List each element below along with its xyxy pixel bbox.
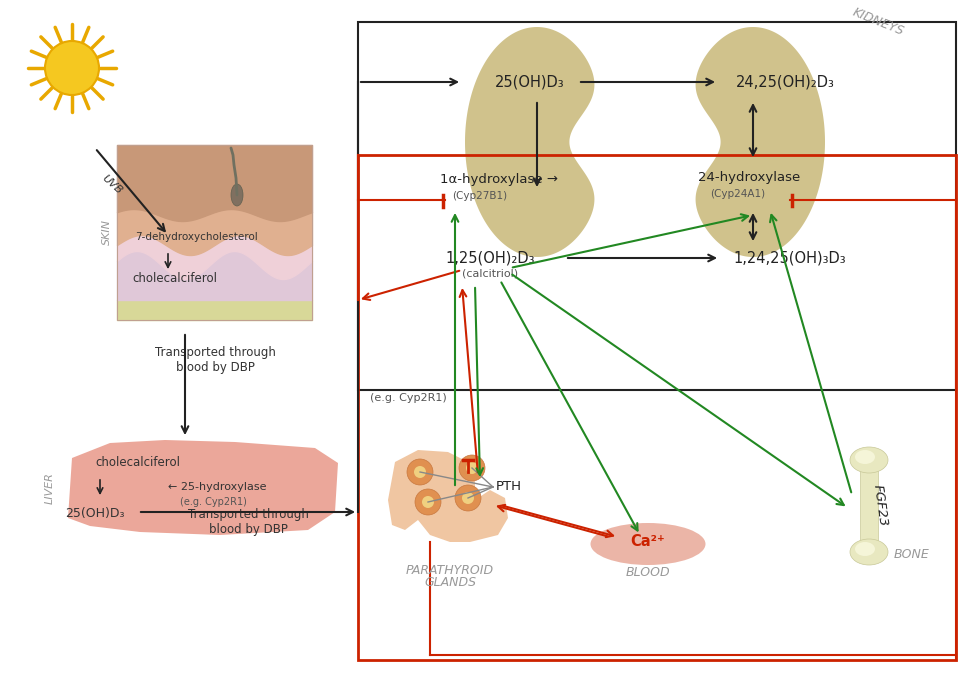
- Text: UVB: UVB: [100, 173, 124, 197]
- Ellipse shape: [850, 447, 888, 473]
- Bar: [358, 155, 956, 660]
- Text: PARATHYROID: PARATHYROID: [406, 563, 494, 576]
- Text: ← 25-hydroxylase: ← 25-hydroxylase: [168, 482, 266, 492]
- Circle shape: [466, 462, 478, 474]
- Text: BONE: BONE: [895, 548, 930, 561]
- Text: SKIN: SKIN: [102, 219, 112, 245]
- Circle shape: [422, 496, 434, 508]
- Ellipse shape: [231, 184, 243, 206]
- Text: 25(OH)D₃: 25(OH)D₃: [495, 74, 565, 89]
- Text: 25(OH)D₃: 25(OH)D₃: [66, 507, 124, 520]
- Circle shape: [455, 485, 481, 511]
- Text: 1,24,25(OH)₃D₃: 1,24,25(OH)₃D₃: [733, 251, 846, 266]
- Ellipse shape: [855, 450, 875, 464]
- Circle shape: [45, 41, 99, 95]
- Polygon shape: [388, 450, 508, 542]
- Bar: [358, 22, 956, 390]
- Circle shape: [459, 455, 485, 481]
- Text: LIVER: LIVER: [45, 472, 55, 504]
- Text: PTH: PTH: [496, 481, 522, 494]
- Bar: [117, 145, 312, 320]
- Circle shape: [407, 459, 433, 485]
- Text: 7-dehydroxycholesterol: 7-dehydroxycholesterol: [135, 232, 258, 242]
- Text: KIDNEYS: KIDNEYS: [850, 5, 905, 38]
- Text: cholecalciferol: cholecalciferol: [96, 456, 180, 469]
- Text: Transported through
blood by DBP: Transported through blood by DBP: [154, 346, 275, 374]
- Circle shape: [415, 489, 441, 515]
- Text: (Cyp27B1): (Cyp27B1): [452, 191, 508, 201]
- Polygon shape: [465, 27, 594, 257]
- Text: 1,25(OH)₂D₃: 1,25(OH)₂D₃: [445, 251, 535, 266]
- Text: Ca²⁺: Ca²⁺: [630, 535, 666, 550]
- Text: Transported through
blood by DBP: Transported through blood by DBP: [187, 508, 309, 536]
- Bar: [860, 464, 878, 552]
- Text: FGF23: FGF23: [870, 483, 890, 527]
- Text: 1α-hydroxylase →: 1α-hydroxylase →: [440, 173, 558, 186]
- Ellipse shape: [591, 523, 705, 565]
- Polygon shape: [68, 440, 338, 535]
- Text: (e.g. Cyp2R1): (e.g. Cyp2R1): [370, 393, 447, 403]
- Text: 24,25(OH)₂D₃: 24,25(OH)₂D₃: [735, 74, 835, 89]
- Text: GLANDS: GLANDS: [424, 576, 476, 589]
- Text: 24-hydroxylase: 24-hydroxylase: [698, 171, 800, 184]
- Text: (Cyp24A1): (Cyp24A1): [710, 189, 765, 199]
- Text: (e.g. Cyp2R1): (e.g. Cyp2R1): [180, 497, 247, 507]
- Text: (calcitriol): (calcitriol): [462, 269, 518, 279]
- Ellipse shape: [855, 542, 875, 556]
- Circle shape: [414, 466, 426, 478]
- Text: cholecalciferol: cholecalciferol: [132, 272, 217, 285]
- Polygon shape: [696, 27, 825, 257]
- Circle shape: [462, 492, 474, 504]
- Text: BLOOD: BLOOD: [625, 566, 671, 579]
- Ellipse shape: [850, 539, 888, 565]
